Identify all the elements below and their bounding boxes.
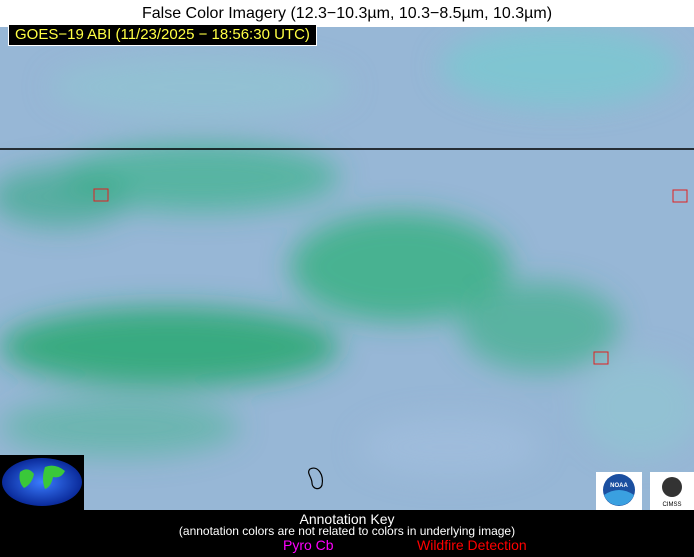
detection-box — [93, 188, 109, 202]
key-note: (annotation colors are not related to co… — [178, 524, 516, 538]
detection-box — [593, 351, 609, 365]
logo-text: NOAA — [610, 483, 628, 489]
key-item: Pyro Cb — [283, 537, 334, 553]
timestamp: GOES−19 ABI (11/23/2025 − 18:56:30 UTC) — [8, 24, 317, 46]
key-title: Annotation Key — [299, 511, 395, 527]
key-item: Wildfire Detection — [417, 537, 527, 553]
satellite-image: NOAA CIMSS — [0, 27, 694, 510]
detection-box — [672, 189, 688, 203]
annotation-key: Annotation Key (annotation colors are no… — [0, 510, 694, 557]
logo-text: CIMSS — [662, 502, 681, 508]
coastline — [308, 467, 323, 490]
title: False Color Imagery (12.3−10.3µm, 10.3−8… — [0, 0, 694, 27]
